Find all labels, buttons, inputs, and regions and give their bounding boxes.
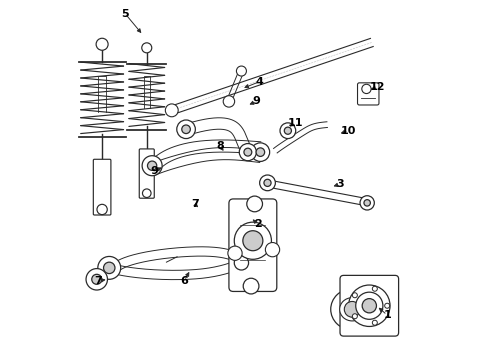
Circle shape [97, 204, 107, 215]
Circle shape [256, 148, 265, 157]
Circle shape [360, 196, 374, 210]
Circle shape [266, 243, 280, 257]
Text: 12: 12 [369, 82, 385, 92]
Circle shape [142, 43, 152, 53]
Circle shape [243, 231, 263, 251]
Circle shape [352, 314, 357, 319]
Text: 7: 7 [95, 276, 102, 286]
Circle shape [86, 269, 107, 290]
Circle shape [348, 285, 390, 327]
Ellipse shape [340, 298, 365, 321]
Text: 8: 8 [216, 141, 224, 151]
FancyBboxPatch shape [340, 275, 398, 336]
Circle shape [264, 179, 271, 186]
Circle shape [251, 143, 270, 161]
Circle shape [142, 156, 162, 176]
Circle shape [385, 303, 390, 308]
Circle shape [228, 246, 242, 260]
Circle shape [239, 144, 256, 161]
Ellipse shape [331, 289, 373, 330]
Circle shape [244, 148, 252, 156]
Text: 10: 10 [341, 126, 356, 136]
Circle shape [223, 96, 235, 107]
Circle shape [362, 84, 371, 94]
Circle shape [96, 38, 108, 50]
Circle shape [103, 262, 115, 274]
Circle shape [147, 161, 157, 170]
Circle shape [143, 189, 151, 198]
FancyBboxPatch shape [358, 83, 379, 105]
Circle shape [247, 196, 263, 212]
Circle shape [362, 298, 376, 313]
FancyBboxPatch shape [229, 199, 277, 292]
Text: 7: 7 [191, 199, 199, 209]
Circle shape [372, 320, 377, 325]
Circle shape [234, 256, 248, 270]
FancyBboxPatch shape [93, 159, 111, 215]
Text: 11: 11 [287, 118, 303, 128]
Circle shape [243, 278, 259, 294]
Circle shape [280, 123, 296, 139]
Circle shape [98, 256, 121, 279]
Circle shape [92, 274, 102, 284]
Circle shape [372, 286, 377, 291]
Text: 9: 9 [252, 96, 260, 107]
Circle shape [344, 301, 360, 317]
FancyBboxPatch shape [139, 149, 154, 198]
Text: 3: 3 [336, 179, 343, 189]
Circle shape [237, 66, 246, 76]
Circle shape [234, 222, 271, 259]
Circle shape [182, 125, 190, 134]
Text: 2: 2 [254, 219, 261, 229]
Circle shape [356, 292, 383, 319]
Text: 4: 4 [255, 77, 263, 87]
Text: 9: 9 [150, 166, 158, 176]
Circle shape [165, 104, 178, 117]
Text: 6: 6 [180, 276, 188, 286]
Circle shape [284, 127, 292, 134]
Circle shape [364, 200, 370, 206]
Circle shape [177, 120, 196, 139]
Text: 5: 5 [122, 9, 129, 19]
Circle shape [260, 175, 275, 191]
Circle shape [352, 293, 357, 298]
Text: 1: 1 [383, 310, 391, 320]
